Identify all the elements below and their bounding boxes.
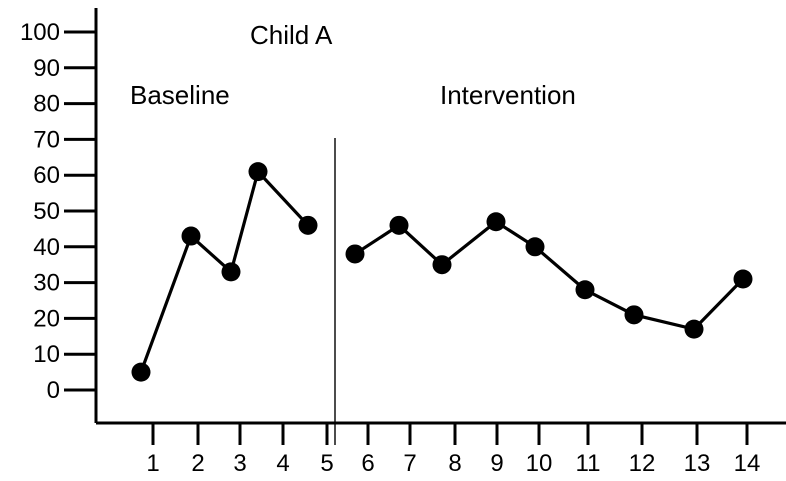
data-point	[248, 162, 268, 182]
x-tick-label: 14	[734, 450, 761, 477]
x-tick-label: 8	[448, 450, 461, 477]
x-tick-label: 11	[576, 450, 601, 477]
x-tick-label: 12	[629, 450, 656, 477]
x-tick-label: 1	[146, 450, 159, 477]
data-point	[389, 215, 409, 235]
series-line-segment	[354, 219, 745, 331]
y-tick-label: 10	[33, 341, 60, 368]
data-point	[345, 244, 365, 264]
data-point	[575, 280, 595, 300]
y-tick-label: 90	[33, 55, 60, 82]
y-tick-label: 20	[33, 305, 60, 332]
y-axis-ticks: 0 10 20 30 40 50 60 70 80 90 100	[20, 19, 96, 404]
phase-label-intervention: Intervention	[440, 80, 576, 110]
x-tick-label: 4	[276, 450, 289, 477]
data-series	[131, 162, 753, 382]
y-tick-label: 70	[33, 126, 60, 153]
data-point	[486, 212, 506, 232]
x-tick-label: 7	[403, 450, 416, 477]
data-point	[221, 262, 241, 282]
x-tick-label: 10	[526, 450, 553, 477]
data-point	[525, 237, 545, 257]
data-point	[624, 305, 644, 325]
data-point	[733, 269, 753, 289]
x-axis-ticks: 1 2 3 4 5 6 7 8 9 10 11 12 13 14	[146, 423, 760, 477]
y-tick-label: 100	[20, 19, 60, 46]
y-tick-label: 0	[47, 377, 60, 404]
phase-label-baseline: Baseline	[130, 80, 230, 110]
chart-title: Child A	[250, 20, 333, 50]
data-point	[181, 226, 201, 246]
y-tick-label: 40	[33, 234, 60, 261]
x-tick-label: 3	[233, 450, 246, 477]
x-tick-label: 6	[361, 450, 374, 477]
x-tick-label: 9	[490, 450, 503, 477]
y-tick-label: 80	[33, 91, 60, 118]
data-point	[684, 319, 704, 339]
x-tick-label: 13	[684, 450, 711, 477]
x-tick-label: 2	[191, 450, 204, 477]
data-point	[432, 255, 452, 275]
x-tick-label: 5	[320, 450, 333, 477]
data-point	[298, 215, 318, 235]
y-tick-label: 30	[33, 270, 60, 297]
data-point	[131, 362, 151, 382]
y-tick-label: 60	[33, 162, 60, 189]
y-tick-label: 50	[33, 198, 60, 225]
